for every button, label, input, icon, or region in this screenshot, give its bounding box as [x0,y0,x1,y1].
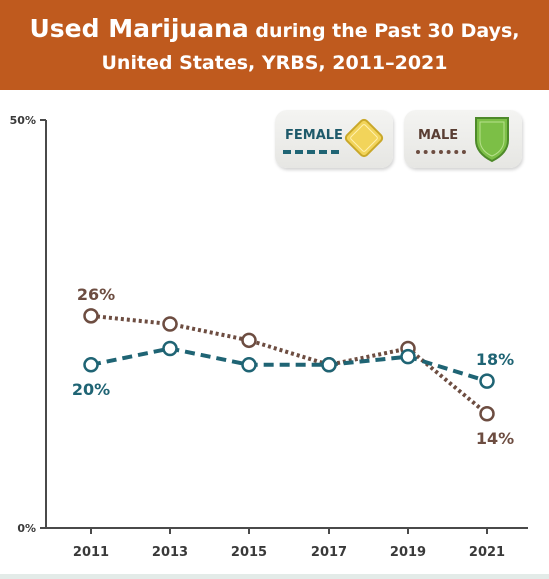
data-point-female [241,357,257,373]
x-tick-label: 2013 [152,545,188,560]
bottom-strip [0,574,549,579]
data-label-female: 20% [72,380,110,399]
data-label-male: 26% [77,285,115,304]
title-strong-text: Used Marijuana [29,14,249,43]
data-point-female [162,340,178,357]
x-tick-label: 2017 [311,545,347,560]
data-point-female [400,348,416,365]
data-point-male [83,308,99,324]
legend-male-line-swatch [416,150,466,154]
x-tick-label: 2021 [469,545,505,560]
green-shield-sign-icon [475,117,509,163]
legend-male: MALE [404,110,522,168]
x-tick-label: 2015 [231,545,267,560]
y-tick-label: 50% [10,114,36,127]
data-label-male: 14% [476,429,514,448]
data-point-male [479,406,495,422]
data-point-female [83,357,99,373]
title-rest-text: during the Past 30 Days, [255,20,520,42]
chart-title: Used Marijuana during the Past 30 Days, [0,14,549,43]
data-label-female: 18% [476,350,514,369]
data-point-male [162,316,178,332]
data-point-male [241,332,257,349]
legend-male-label: MALE [418,128,459,143]
x-tick-label: 2019 [390,545,426,560]
series-line-female [90,346,488,384]
series-line-male [90,313,489,416]
legend-female-line-swatch [283,150,339,154]
data-point-female [479,373,495,389]
yellow-diamond-sign-icon [344,118,384,158]
line-chart: 0% 50% 2011 2013 2015 2017 2019 2021 20% 18% 26% 1… [10,114,528,560]
data-point-female [321,357,337,373]
legend-female-label: FEMALE [285,128,343,143]
legend-female: FEMALE [275,110,393,168]
y-tick-label: 0% [17,522,36,535]
chart-subtitle: United States, YRBS, 2011–2021 [101,52,448,74]
x-tick-label: 2011 [73,545,109,560]
chart-header: Used Marijuana during the Past 30 Days, … [0,0,549,90]
